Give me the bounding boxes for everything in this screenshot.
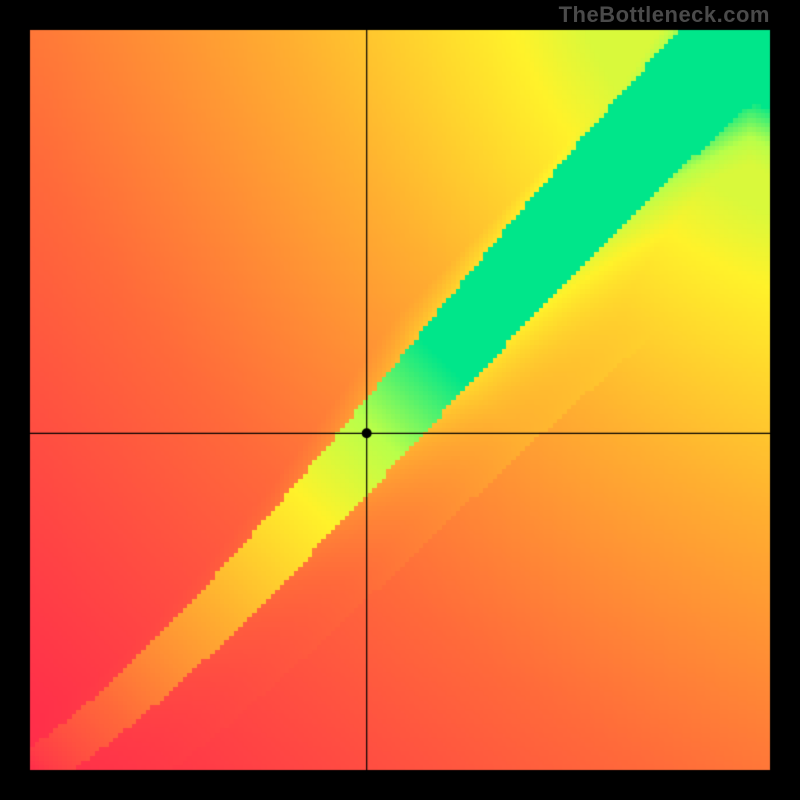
- chart-container: TheBottleneck.com: [0, 0, 800, 800]
- bottleneck-heatmap: [0, 0, 800, 800]
- watermark-text: TheBottleneck.com: [559, 2, 770, 28]
